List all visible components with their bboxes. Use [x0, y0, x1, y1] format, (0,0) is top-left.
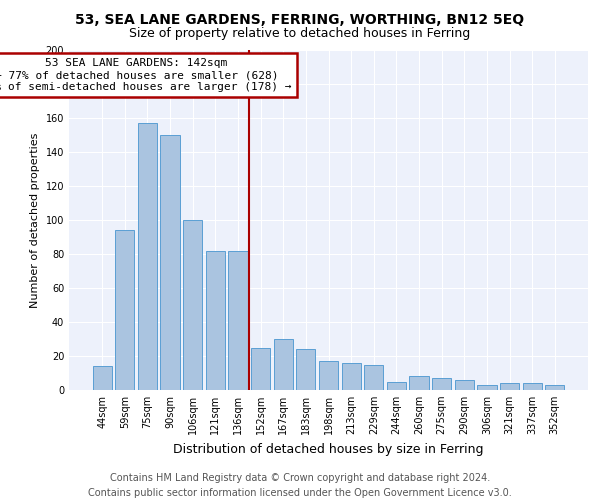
Bar	[500, 383, 519, 390]
Bar	[364, 364, 383, 390]
Bar	[432, 378, 451, 390]
Text: 53 SEA LANE GARDENS: 142sqm
← 77% of detached houses are smaller (628)
22% of se: 53 SEA LANE GARDENS: 142sqm ← 77% of det…	[0, 58, 292, 92]
Text: Size of property relative to detached houses in Ferring: Size of property relative to detached ho…	[130, 28, 470, 40]
Bar	[409, 376, 428, 390]
Bar	[523, 383, 542, 390]
Bar	[274, 339, 293, 390]
Text: 53, SEA LANE GARDENS, FERRING, WORTHING, BN12 5EQ: 53, SEA LANE GARDENS, FERRING, WORTHING,…	[76, 12, 524, 26]
Bar	[115, 230, 134, 390]
Bar	[206, 250, 225, 390]
Bar	[387, 382, 406, 390]
Bar	[229, 250, 248, 390]
Bar	[319, 361, 338, 390]
Text: Contains HM Land Registry data © Crown copyright and database right 2024.
Contai: Contains HM Land Registry data © Crown c…	[88, 472, 512, 498]
Bar	[296, 349, 316, 390]
Bar	[341, 363, 361, 390]
Y-axis label: Number of detached properties: Number of detached properties	[30, 132, 40, 308]
Bar	[477, 385, 497, 390]
Bar	[545, 385, 565, 390]
Bar	[455, 380, 474, 390]
Bar	[92, 366, 112, 390]
X-axis label: Distribution of detached houses by size in Ferring: Distribution of detached houses by size …	[173, 442, 484, 456]
Bar	[183, 220, 202, 390]
Bar	[138, 123, 157, 390]
Bar	[251, 348, 270, 390]
Bar	[160, 135, 180, 390]
